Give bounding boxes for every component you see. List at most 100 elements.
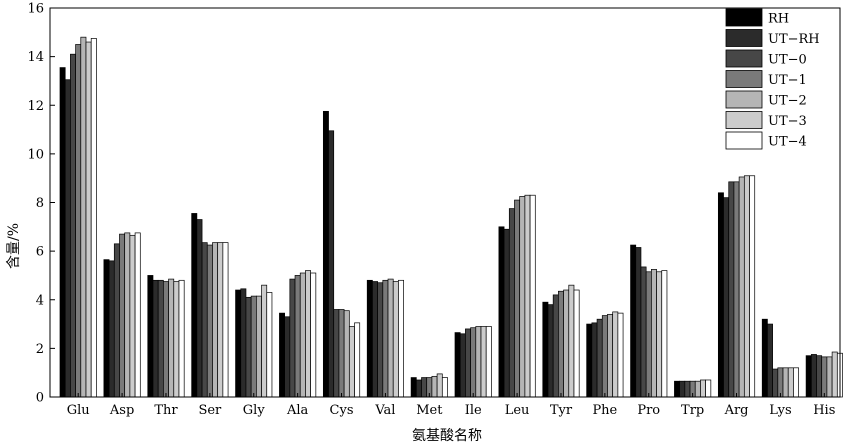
x-tick-label-pro: Pro [637,403,660,418]
bar-ile-series-1 [459,333,466,398]
bar-ala-series-3 [294,275,301,398]
x-tick-label-leu: Leu [505,403,530,418]
x-tick-label-val: Val [374,403,395,418]
y-tick-label: 8 [36,196,44,211]
bar-val-series-5 [392,281,399,398]
legend-label-1: UT−RH [768,32,820,47]
bar-cys-series-5 [348,326,355,398]
bar-pro-series-5 [656,271,663,398]
bar-asp-series-2 [113,243,120,398]
legend-swatch-0 [725,8,763,27]
legend-swatch-4 [725,90,763,109]
bar-arg-series-0 [717,192,724,398]
bar-phe-series-3 [601,315,608,398]
legend-label-0: RH [768,12,789,27]
bar-glu-series-5 [85,41,92,398]
x-tick-label-lys: Lys [769,403,791,418]
bar-his-series-0 [805,355,812,398]
bar-arg-series-4 [738,176,745,398]
bar-trp-series-1 [679,380,686,398]
bar-ser-series-0 [191,213,198,398]
bar-arg-series-1 [723,197,730,398]
bar-ile-series-3 [470,327,477,398]
bar-ile-series-6 [485,326,492,398]
y-tick-label: 4 [36,293,44,308]
bar-his-series-1 [810,354,817,398]
plot-area: 0 2 4 6 8 10 12 14 16 Glu Asp Thr Ser Gly Ala Cys Val Met… [27,2,843,418]
bar-lys-series-3 [777,367,784,398]
bar-glu-series-3 [75,44,82,398]
bar-lys-series-2 [772,368,779,398]
bar-asp-series-0 [103,259,110,398]
bar-tyr-series-6 [573,289,580,398]
bar-pro-series-6 [661,270,668,398]
bar-ile-series-2 [465,328,471,398]
bar-glu-series-0 [59,67,66,398]
bar-lys-series-5 [787,367,794,398]
bar-thr-series-6 [178,279,185,398]
x-tick-label-cys: Cys [330,403,354,418]
y-tick-label: 2 [36,342,44,357]
bar-asp-series-3 [119,233,126,398]
bar-gly-series-6 [266,292,273,398]
bar-leu-series-6 [529,194,536,398]
bar-ala-series-0 [279,312,285,398]
bar-ala-series-1 [284,316,291,398]
bar-leu-series-4 [519,196,526,398]
bar-phe-series-2 [596,318,603,398]
bar-phe-series-4 [607,313,614,398]
y-tick-label: 14 [27,50,44,65]
bar-met-series-5 [436,373,443,398]
bar-leu-series-5 [524,194,531,398]
bar-val-series-4 [387,278,394,398]
bar-asp-series-4 [124,232,131,398]
bar-ser-series-4 [212,242,219,398]
bar-trp-series-2 [684,380,691,398]
bar-cys-series-6 [354,322,361,398]
bar-trp-series-5 [700,379,706,398]
bar-ala-series-4 [299,272,306,398]
x-tick-label-ala: Ala [286,403,309,418]
bar-phe-series-6 [617,312,624,398]
bar-gly-series-5 [261,284,268,398]
bar-thr-series-5 [173,281,180,398]
bar-arg-series-3 [733,181,740,398]
bar-his-series-2 [816,355,823,398]
bar-trp-series-4 [694,380,701,398]
bar-asp-series-1 [108,260,115,398]
bar-pro-series-0 [630,244,637,398]
bar-leu-series-2 [508,208,515,398]
x-tick-label-met: Met [416,403,443,418]
bar-gly-series-4 [256,295,262,398]
bar-leu-series-0 [498,226,505,398]
legend-swatch-5 [725,111,763,129]
bar-tyr-series-4 [563,289,570,398]
bar-ile-series-4 [475,326,482,398]
bar-gly-series-2 [245,296,252,398]
bar-his-series-5 [831,351,838,398]
bar-met-series-6 [441,377,448,398]
legend-label-2: UT−0 [768,53,807,68]
bar-asp-series-5 [129,234,136,398]
bar-ile-series-0 [454,332,461,398]
bar-ile-series-5 [480,326,487,398]
bar-met-series-4 [431,375,438,398]
bar-phe-series-1 [591,322,598,398]
y-tick-label: 6 [36,245,44,260]
bar-gly-series-0 [235,289,242,398]
bar-pro-series-2 [640,266,647,398]
bar-ser-series-1 [196,219,203,398]
bar-pro-series-3 [645,271,652,398]
y-tick-label: 16 [27,2,44,17]
bar-met-series-1 [415,379,422,398]
x-tick-label-phe: Phe [592,403,617,418]
bar-glu-series-4 [80,36,87,398]
legend: RH UT−RH UT−0 UT−1 UT−2 UT−3 UT−4 [725,8,820,150]
bar-val-series-1 [372,281,378,398]
bar-thr-series-4 [168,278,175,398]
bar-ala-series-6 [310,272,317,398]
bar-lys-series-4 [782,367,789,398]
bar-leu-series-1 [503,228,510,398]
y-tick-label: 10 [27,147,44,162]
